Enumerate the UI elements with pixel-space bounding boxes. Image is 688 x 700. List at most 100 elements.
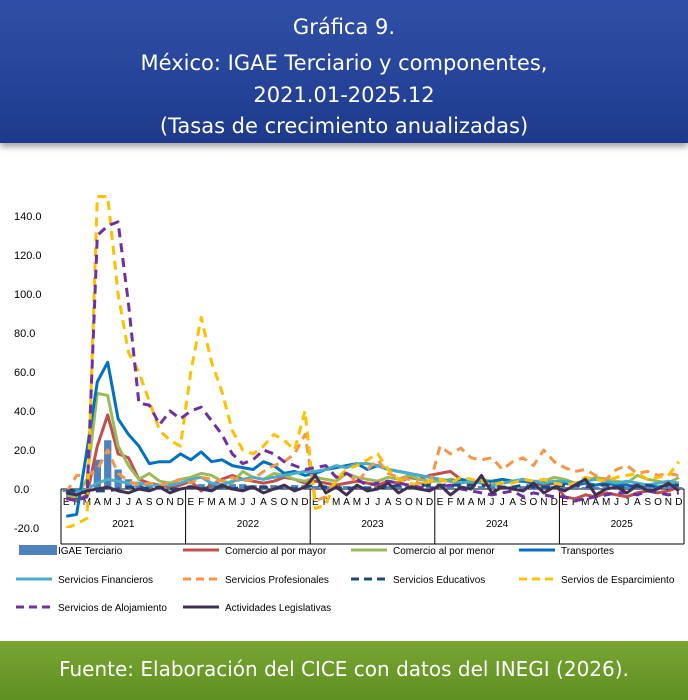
bar-igae-terciario [519,486,527,489]
month-tick-label: J [489,497,494,508]
bar-igae-terciario [280,485,288,489]
month-tick-label: O [405,497,413,508]
bar-igae-terciario [93,459,101,489]
month-tick-label: F [198,497,204,508]
month-tick-label: A [136,497,143,508]
title-line-1: Gráfica 9. [292,15,396,39]
month-tick-label: A [343,497,350,508]
month-tick-label: A [634,497,641,508]
month-tick-label: N [416,497,423,508]
legend-label: Servicios Financieros [58,575,153,586]
series-line-transportes [65,360,679,518]
month-tick-label: M [228,497,236,508]
month-tick-label: A [592,497,599,508]
month-tick-label: A [509,497,516,508]
y-tick-label: 40.0 [14,406,35,418]
month-tick-label: M [104,497,112,508]
y-tick-label: 120.0 [14,250,42,262]
bar-igae-terciario [446,486,455,489]
month-tick-label: N [665,497,672,508]
legend-swatch [19,545,57,555]
bar-igae-terciario [239,484,247,489]
month-tick-label: M [477,497,485,508]
legend-label: Servicios de Alojamiento [58,603,167,614]
month-tick-label: F [447,497,453,508]
month-tick-label: S [271,497,278,508]
month-tick-label: D [177,497,184,508]
y-tick-label: -20.0 [14,523,39,535]
bar-igae-terciario [592,487,600,489]
y-tick-label: 0.0 [14,484,29,496]
month-tick-label: N [540,497,547,508]
month-tick-label: D [675,497,682,508]
month-tick-label: E [187,497,194,508]
month-tick-label: E [437,497,444,508]
bar-igae-terciario [581,487,589,489]
legend-label: Comercio al por menor [393,546,495,557]
month-tick-label: O [280,497,288,508]
legend-label: Servicios Profesionales [225,575,329,586]
y-tick-label: 140.0 [14,211,42,223]
month-tick-label: A [260,497,267,508]
bar-igae-terciario [623,487,631,489]
bar-igae-terciario [197,484,205,489]
series-line-servicios-profesionales [64,432,680,503]
month-tick-label: J [375,497,380,508]
y-tick-label: 80.0 [14,328,35,340]
legend-label: Actividades Legislativas [225,603,331,614]
month-tick-label: J [251,497,256,508]
bar-igae-terciario [394,486,403,489]
month-tick-label: A [385,497,392,508]
y-tick-label: 100.0 [14,289,42,301]
legend-label: Servios de Esparcimiento [561,575,675,586]
series-line-servios-de-esparcimiento [65,195,680,528]
month-tick-label: M [602,497,610,508]
month-tick-label: F [74,497,80,508]
bar-igae-terciario [342,486,351,489]
year-tick-label: 2022 [237,519,260,530]
year-tick-label: 2025 [611,519,634,530]
month-tick-label: M [581,497,589,508]
month-tick-label: S [644,497,651,508]
legend-label: Servicios Educativos [393,575,485,586]
month-tick-label: E [312,497,319,508]
bar-igae-terciario [135,483,143,489]
y-tick-label: 60.0 [14,367,35,379]
bar-igae-terciario [644,487,652,489]
year-tick-label: 2021 [112,519,135,530]
bar-igae-terciario [114,469,122,489]
month-tick-label: A [468,497,475,508]
bar-igae-terciario [436,486,444,489]
month-tick-label: J [365,497,370,508]
line-chart: -20.0 0.0 20.0 40.0 60.0 80.0 100.0 120.0 140.0 E… [14,195,685,614]
year-tick-label: 2024 [486,519,509,530]
series-line-actividades-legislativas [65,473,680,497]
month-tick-label: J [624,497,629,508]
month-tick-label: A [219,497,226,508]
month-tick-label: J [500,497,505,508]
source-note: Fuente: Elaboración del CICE con datos d… [59,657,629,681]
bar-igae-terciario [571,487,579,489]
bar-igae-terciario [560,487,569,489]
month-tick-label: E [63,497,70,508]
month-tick-label: S [146,497,153,508]
bar-igae-terciario [664,487,673,489]
title-line-3: 2021.01-2025.12 [253,83,435,107]
month-tick-label: M [457,497,465,508]
month-tick-label: A [94,497,101,508]
title-banner: Gráfica 9. México: IGAE Terciario y comp… [0,0,688,143]
month-tick-label: D [426,497,433,508]
month-tick-label: O [530,497,538,508]
source-banner: Fuente: Elaboración del CICE con datos d… [0,641,688,700]
month-tick-label: M [332,497,340,508]
bar-igae-terciario [384,486,392,489]
bar-igae-terciario [228,484,236,489]
bar-igae-terciario [353,486,361,489]
month-tick-label: D [551,497,558,508]
month-tick-label: J [240,497,245,508]
month-tick-label: M [207,497,215,508]
title-line-2: México: IGAE Terciario y componentes, [140,51,548,75]
month-tick-label: N [291,497,298,508]
series-line-servicios-de-alojamiento [65,220,680,503]
y-tick-label: 20.0 [14,445,35,457]
